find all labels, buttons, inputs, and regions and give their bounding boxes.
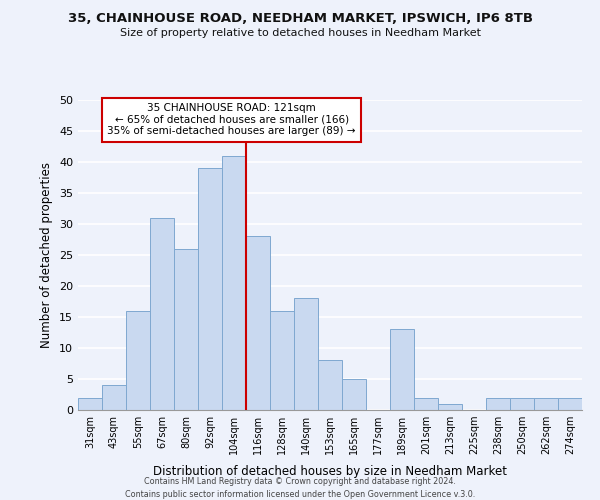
Bar <box>222 156 246 410</box>
Bar <box>534 398 558 410</box>
Bar <box>198 168 222 410</box>
Y-axis label: Number of detached properties: Number of detached properties <box>40 162 53 348</box>
Bar <box>78 398 102 410</box>
Text: Contains HM Land Registry data © Crown copyright and database right 2024.: Contains HM Land Registry data © Crown c… <box>144 478 456 486</box>
Bar <box>102 385 126 410</box>
Bar <box>150 218 174 410</box>
Bar <box>510 398 534 410</box>
Bar <box>342 379 366 410</box>
Bar <box>438 404 462 410</box>
Text: Contains public sector information licensed under the Open Government Licence v.: Contains public sector information licen… <box>125 490 475 499</box>
Text: Size of property relative to detached houses in Needham Market: Size of property relative to detached ho… <box>119 28 481 38</box>
Bar <box>318 360 342 410</box>
Bar <box>390 330 414 410</box>
Bar <box>270 311 294 410</box>
Bar <box>294 298 318 410</box>
Bar <box>246 236 270 410</box>
Bar <box>126 311 150 410</box>
Text: 35, CHAINHOUSE ROAD, NEEDHAM MARKET, IPSWICH, IP6 8TB: 35, CHAINHOUSE ROAD, NEEDHAM MARKET, IPS… <box>67 12 533 26</box>
Bar <box>486 398 510 410</box>
Bar <box>414 398 438 410</box>
Bar <box>558 398 582 410</box>
X-axis label: Distribution of detached houses by size in Needham Market: Distribution of detached houses by size … <box>153 466 507 478</box>
Bar <box>174 249 198 410</box>
Text: 35 CHAINHOUSE ROAD: 121sqm
← 65% of detached houses are smaller (166)
35% of sem: 35 CHAINHOUSE ROAD: 121sqm ← 65% of deta… <box>107 103 356 136</box>
